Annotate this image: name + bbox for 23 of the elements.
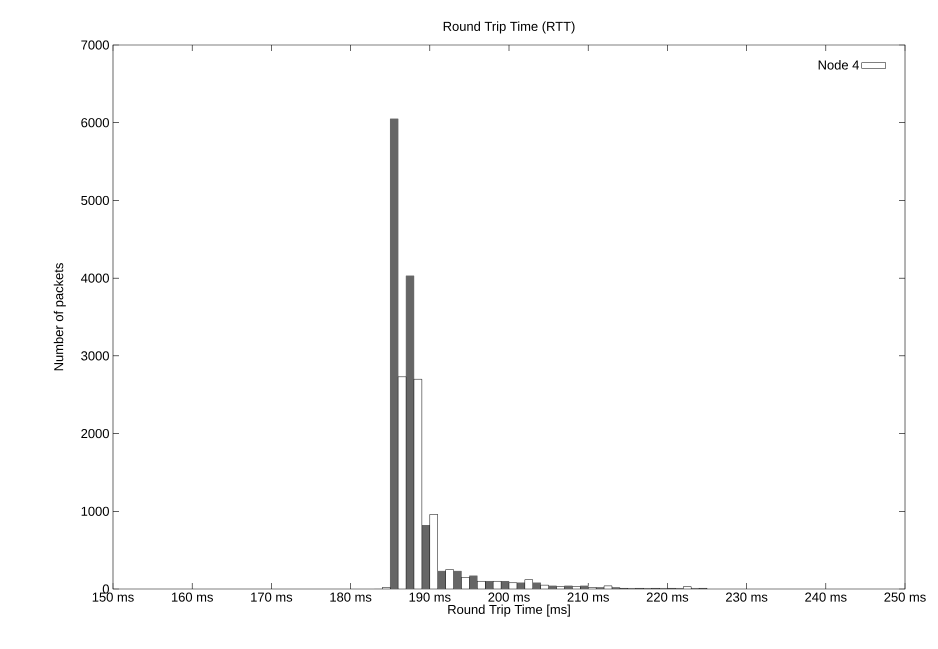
x-tick-label: 150 ms	[92, 592, 134, 602]
y-axis-title: Number of packets	[54, 263, 66, 370]
chart-title: Round Trip Time (RTT)	[444, 21, 575, 34]
x-tick-label: 180 ms	[330, 592, 372, 602]
x-tick-label: 230 ms	[726, 592, 768, 602]
x-axis-title: Round Trip Time [ms]	[448, 604, 570, 617]
y-tick-label: 4000	[80, 274, 109, 283]
y-tick-label: 1000	[82, 506, 109, 516]
text: Node 4	[818, 60, 859, 70]
x-tick-label: 250 ms	[884, 592, 926, 602]
x-tick-label: 210 ms	[568, 592, 609, 602]
y-tick-label: 2000	[81, 428, 109, 438]
y-tick-label: 3000	[81, 351, 109, 360]
y-tick-label: 7000	[81, 40, 109, 50]
y-tick-label: 0	[102, 584, 109, 594]
x-tick-label: 190 ms	[410, 592, 451, 602]
x-tick-label: 200 ms	[488, 592, 530, 602]
y-tick-label: 5000	[81, 196, 109, 206]
x-tick-label: 240 ms	[805, 592, 847, 602]
y-tick-label: 6000	[81, 118, 109, 128]
x-tick-label: 160 ms	[172, 592, 213, 602]
x-tick-label: 220 ms	[646, 592, 688, 602]
x-tick-label: 170 ms	[251, 592, 292, 602]
